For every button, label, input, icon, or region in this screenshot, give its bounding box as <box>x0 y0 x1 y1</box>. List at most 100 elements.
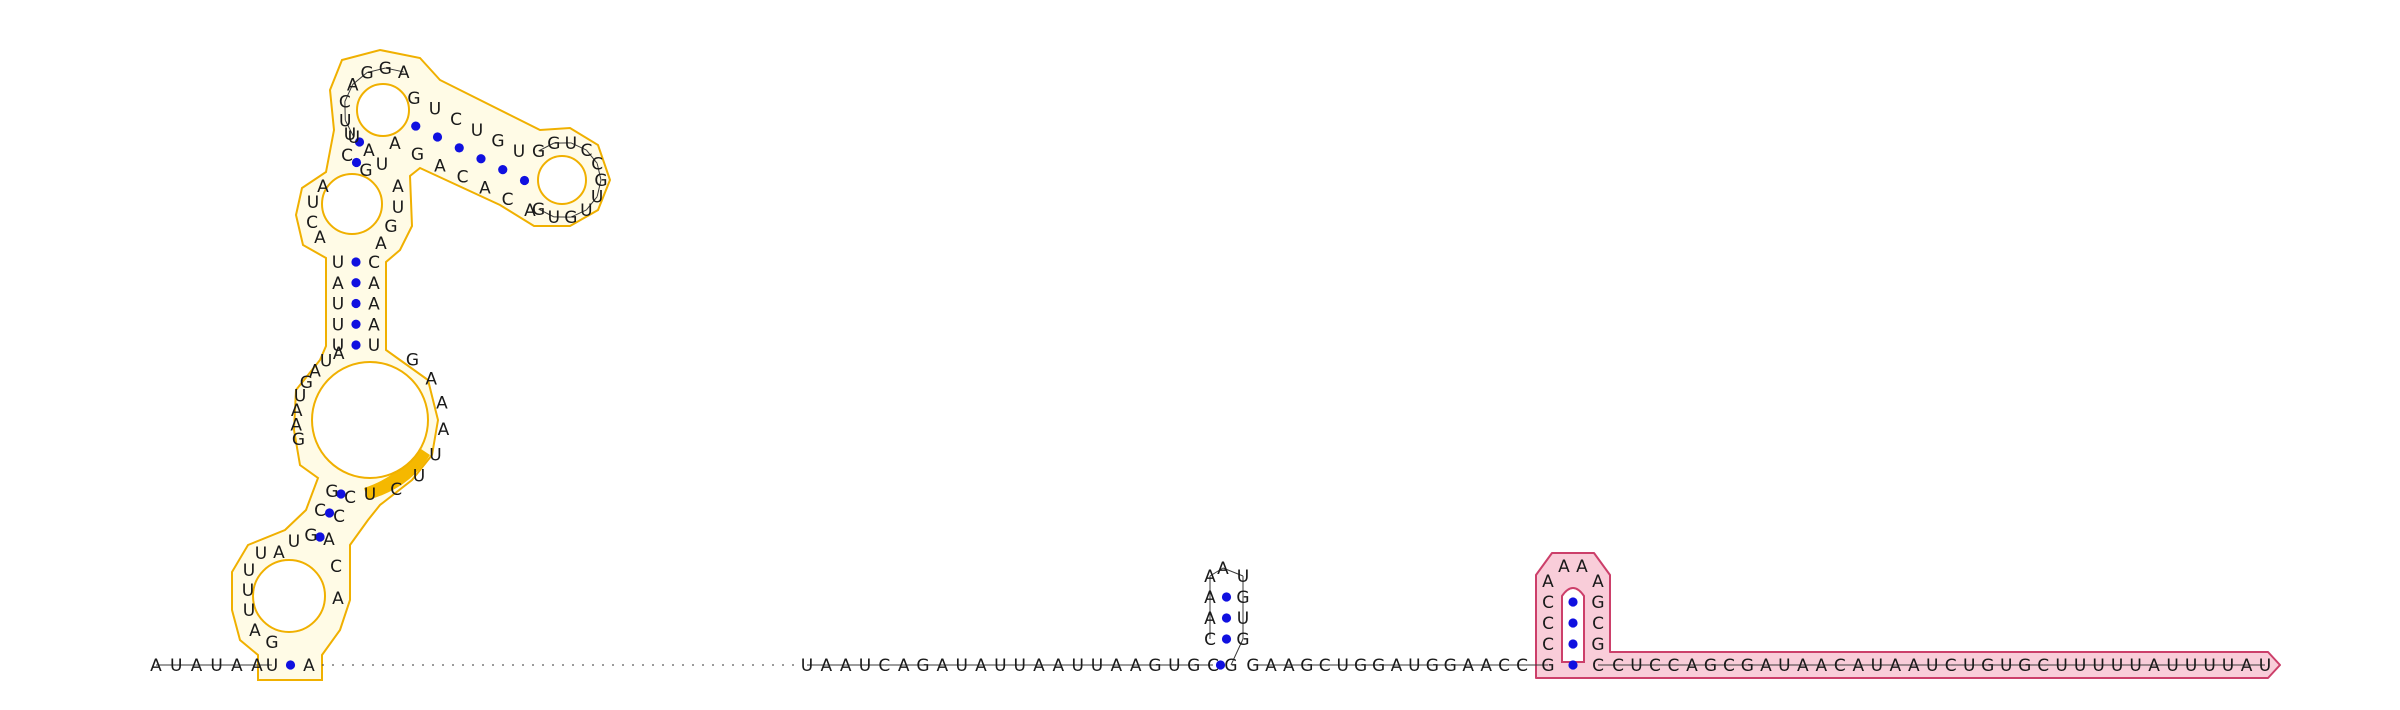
nucleotide-t3_6: C <box>1723 656 1735 676</box>
nucleotide-t3_23: C <box>2037 656 2049 676</box>
nucleotide-blp_8: G <box>564 208 577 228</box>
nucleotide-hbk_0: G <box>1246 656 1259 676</box>
junction-hole <box>321 173 383 235</box>
nucleotide-ht_2: C <box>339 93 351 113</box>
nucleotide-s3r_0: G <box>359 161 372 181</box>
nucleotide-hbk_13: A <box>1480 656 1492 676</box>
base-pair-dot-20 <box>432 132 443 142</box>
nucleotide-mid_4: C <box>878 656 890 676</box>
nucleotide-blp_6: U <box>591 188 603 208</box>
nucleotide-t3_5: G <box>1704 656 1717 676</box>
nucleotide-bl_1: A <box>249 621 261 641</box>
nucleotide-hb1: A <box>1204 588 1216 608</box>
nucleotide-b3_2: A <box>479 179 491 199</box>
nucleotide-s2r_0: U <box>368 336 380 356</box>
nucleotide-s1l_0: G <box>304 526 317 546</box>
nucleotide-hb7: G <box>1236 588 1249 608</box>
nucleotide-hb3: C <box>1204 630 1216 650</box>
base-pair-dot-25 <box>315 532 325 542</box>
nucleotide-s2l_0: U <box>332 336 344 356</box>
base-pair-dot-15 <box>351 278 361 288</box>
backbone-line-93 <box>385 67 404 73</box>
nucleotide-t3_7: G <box>1741 656 1754 676</box>
nucleotide-hb6: U <box>1237 567 1249 587</box>
nucleotide-b3_4: A <box>434 156 446 176</box>
nucleotide-s1r_0: C <box>344 488 356 508</box>
nucleotide-c5_1: C <box>1542 635 1554 655</box>
backbone-line-87 <box>1230 638 1244 666</box>
nucleotide-b5_5: U <box>513 142 525 162</box>
base-pair-dot-8 <box>1568 597 1578 607</box>
nucleotide-b5_3: U <box>471 121 483 141</box>
nucleotide-blp_7: U <box>580 201 592 221</box>
nucleotide-blp_4: C <box>591 154 603 174</box>
base-pair-dot-21 <box>454 143 464 153</box>
nucleotide-ilr_2: U <box>413 466 425 486</box>
nucleotide-s2r_3: A <box>368 274 380 294</box>
nucleotide-ht_5: G <box>379 59 392 79</box>
nucleotide-hb4: A <box>1204 567 1216 587</box>
nucleotide-ht_0: U <box>348 128 360 148</box>
nucleotide-hbk_15: C <box>1516 656 1528 676</box>
nucleotide-cl_0: A <box>1558 557 1570 577</box>
backbone-line-94 <box>538 142 555 152</box>
nucleotide-mid_6: G <box>916 656 929 676</box>
nucleotide-b3_6: A <box>389 134 401 154</box>
nucleotide-b3_5: G <box>411 145 424 165</box>
base-pair-dots <box>285 121 1578 670</box>
nucleotide-blp_3: C <box>580 141 592 161</box>
base-pair-dot-4 <box>1215 660 1226 670</box>
nucleotide-ht_6: A <box>398 63 410 83</box>
nucleotide-ca0: U <box>266 656 278 676</box>
nucleotide-c5_4: A <box>1542 572 1554 592</box>
nucleotide-c5_3: C <box>1542 593 1554 613</box>
nucleotide-t3_27: U <box>2111 656 2123 676</box>
hairpin-hole <box>356 83 410 137</box>
nucleotide-b3_0: A <box>524 201 536 221</box>
nucleotide-t3_30: U <box>2166 656 2178 676</box>
base-pair-dot-1 <box>1221 634 1232 644</box>
nucleotide-blp_2: U <box>565 134 577 154</box>
nucleotide-mid_9: A <box>975 656 987 676</box>
domain-a-highlight-segment <box>364 447 430 500</box>
nucleotide-b5_0: G <box>407 89 420 109</box>
nucleotide-blp_1: G <box>547 134 560 154</box>
base-pair-dot-18 <box>354 137 365 147</box>
nucleotide-ilr_1: C <box>390 480 402 500</box>
base-pair-dot-22 <box>476 154 486 164</box>
backbone-line-83 <box>1222 567 1244 577</box>
nucleotide-ilr_7: G <box>406 350 419 370</box>
nucleotide-b5_1: U <box>429 100 441 120</box>
nucleotide-t3_16: A <box>1908 656 1920 676</box>
nucleotide-ca1: A <box>303 656 315 676</box>
nucleotide-t3_28: U <box>2129 656 2141 676</box>
nucleotide-hbk_3: G <box>1300 656 1313 676</box>
nucleotide-t3_11: A <box>1816 656 1828 676</box>
nucleotide-ill_0: A <box>333 344 345 364</box>
nucleotide-mid_15: U <box>1091 656 1103 676</box>
base-pair-dot-7 <box>1568 618 1578 628</box>
backbone-line-101 <box>570 209 587 218</box>
nucleotide-bl_4: U <box>243 561 255 581</box>
nucleotide-t3_32: U <box>2203 656 2215 676</box>
nucleotide-ill_1: U <box>320 351 332 371</box>
nucleotide-hbk_12: A <box>1462 656 1474 676</box>
nucleotide-bl_5: U <box>255 544 267 564</box>
nucleotide-t3_35: U <box>2259 656 2271 676</box>
nucleotide-t3_18: C <box>1945 656 1957 676</box>
nucleotide-b5_2: C <box>450 110 462 130</box>
nucleotide-s2r_2: A <box>368 295 380 315</box>
backbone-line-98 <box>596 163 602 181</box>
nucleotide-bl_2: U <box>243 601 255 621</box>
nucleotide-s1l_2: G <box>325 482 338 502</box>
nucleotide-t3_10: A <box>1797 656 1809 676</box>
nucleotide-ill_5: A <box>291 401 303 421</box>
nucleotide-t5_4: A <box>231 656 243 676</box>
nucleotide-cl_1: A <box>1576 557 1588 577</box>
nucleotide-t3_31: U <box>2185 656 2197 676</box>
nucleotide-c3_4: C <box>1592 656 1604 676</box>
nucleotide-jr_3: G <box>384 217 397 237</box>
nucleotide-mid_0: U <box>801 656 813 676</box>
nucleotide-ill_6: A <box>290 416 302 436</box>
backbone-line-88 <box>344 120 355 138</box>
